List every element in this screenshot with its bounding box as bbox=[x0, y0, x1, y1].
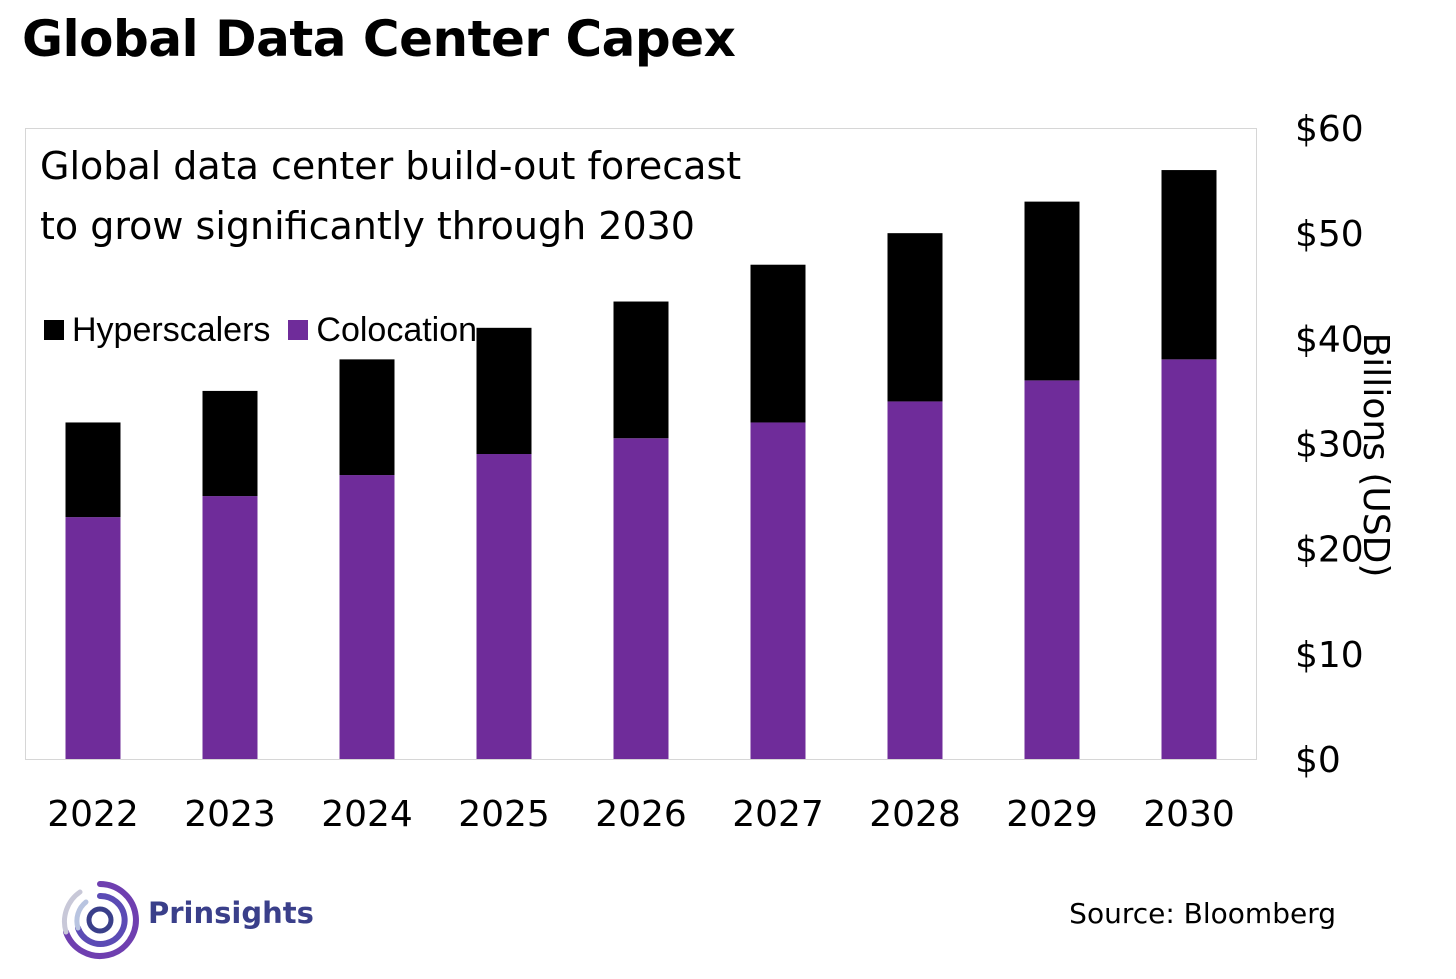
source-note: Source: Bloomberg bbox=[1069, 897, 1336, 930]
y-axis-label: Billions (USD) bbox=[1355, 332, 1396, 578]
chart-subtitle: Global data center build-out forecast to… bbox=[40, 136, 860, 256]
subtitle-line-2: to grow significantly through 2030 bbox=[40, 204, 695, 248]
bar-hyperscalers-2030 bbox=[1161, 170, 1217, 360]
bar-colocation-2029 bbox=[1024, 380, 1080, 759]
legend: Hyperscalers Colocation bbox=[44, 306, 495, 354]
chart-title: Global Data Center Capex bbox=[22, 10, 736, 68]
x-tick-label-2026: 2026 bbox=[595, 794, 687, 835]
y-tick-label-10: $10 bbox=[1295, 635, 1364, 676]
y-tick-label-0: $0 bbox=[1295, 740, 1341, 781]
y-tick-label-50: $50 bbox=[1295, 214, 1364, 255]
x-tick-label-2027: 2027 bbox=[732, 794, 824, 835]
bar-colocation-2025 bbox=[476, 454, 532, 759]
bar-hyperscalers-2025 bbox=[476, 327, 532, 455]
legend-swatch-hyperscalers bbox=[44, 320, 64, 340]
bar-colocation-2026 bbox=[613, 438, 669, 759]
legend-label-colocation: Colocation bbox=[316, 310, 478, 349]
legend-item-colocation: Colocation bbox=[288, 311, 477, 350]
bar-hyperscalers-2023 bbox=[202, 390, 258, 497]
bar-colocation-2024 bbox=[339, 475, 395, 759]
bar-hyperscalers-2029 bbox=[1024, 201, 1080, 381]
x-tick-label-2025: 2025 bbox=[458, 794, 550, 835]
bar-hyperscalers-2024 bbox=[339, 359, 395, 476]
bar-colocation-2022 bbox=[65, 517, 121, 759]
legend-swatch-colocation bbox=[288, 320, 309, 340]
bar-hyperscalers-2027 bbox=[750, 264, 806, 423]
y-tick-label-20: $20 bbox=[1295, 530, 1364, 571]
x-tick-label-2024: 2024 bbox=[321, 794, 413, 835]
y-tick-label-60: $60 bbox=[1295, 109, 1364, 150]
prinsights-logo-icon bbox=[62, 881, 139, 959]
bar-hyperscalers-2022 bbox=[65, 422, 121, 518]
bar-colocation-2028 bbox=[887, 401, 943, 759]
x-tick-label-2029: 2029 bbox=[1006, 794, 1098, 835]
x-tick-label-2030: 2030 bbox=[1143, 794, 1235, 835]
brand-name: Prinsights bbox=[148, 896, 314, 930]
y-tick-label-30: $30 bbox=[1295, 425, 1364, 466]
bar-colocation-2023 bbox=[202, 496, 258, 759]
x-tick-label-2023: 2023 bbox=[184, 794, 276, 835]
bar-colocation-2030 bbox=[1161, 359, 1217, 759]
y-tick-label-40: $40 bbox=[1295, 319, 1364, 360]
subtitle-line-1: Global data center build-out forecast bbox=[40, 144, 742, 188]
legend-label-hyperscalers: Hyperscalers bbox=[72, 310, 271, 349]
legend-item-hyperscalers: Hyperscalers bbox=[44, 311, 270, 350]
bar-hyperscalers-2028 bbox=[887, 233, 943, 402]
bar-colocation-2027 bbox=[750, 422, 806, 759]
x-tick-label-2028: 2028 bbox=[869, 794, 961, 835]
x-tick-label-2022: 2022 bbox=[47, 794, 139, 835]
bar-hyperscalers-2026 bbox=[613, 301, 669, 439]
